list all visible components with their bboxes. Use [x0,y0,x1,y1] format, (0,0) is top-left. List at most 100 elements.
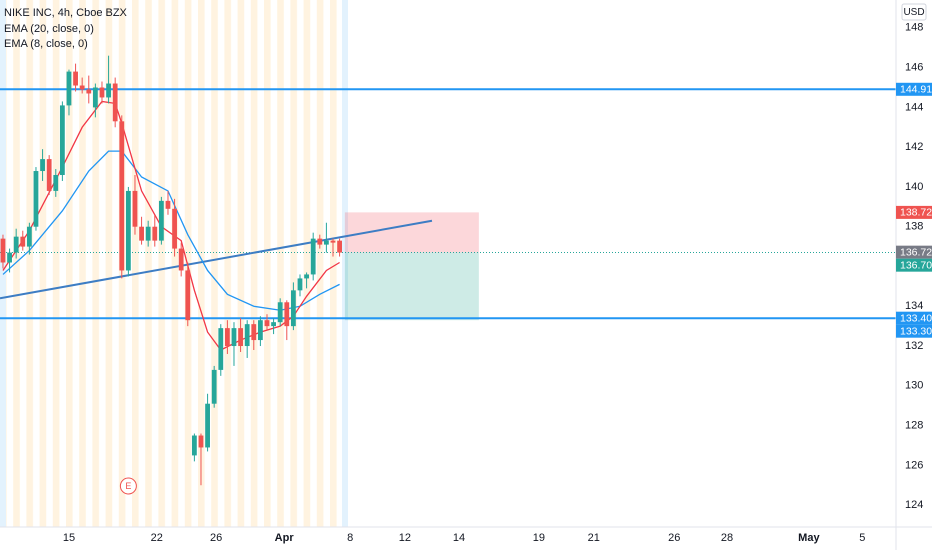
candle-body [205,403,210,448]
candle-body [264,320,270,327]
candle-body [99,87,105,98]
x-tick-label: 12 [399,532,411,544]
y-tick-label: 142 [905,141,923,153]
candle-body [165,200,171,209]
candle-body [106,83,111,98]
candle-body [284,302,290,327]
plot-area [0,55,896,486]
x-tick-label: 19 [533,532,545,544]
price-label: 136.72 [900,246,932,258]
y-tick-label: 128 [905,419,923,431]
candle-body [185,270,191,321]
price-label-box [896,245,932,259]
y-tick-label: 134 [905,300,923,312]
price-label: 144.91 [900,84,932,96]
candle-body [238,328,243,347]
candle-body [33,171,39,227]
candle-body [304,274,309,279]
x-tick-label: 26 [210,532,222,544]
candle-body [310,238,316,275]
y-tick-label: 126 [905,459,923,471]
x-tick-label: 26 [668,532,680,544]
y-tick-label: 132 [905,340,923,352]
candle-body [231,328,237,347]
candle-body [317,238,323,245]
price-label-box [896,324,932,338]
candle-body [271,322,276,327]
price-label: 138.72 [900,207,932,219]
x-tick-label: 22 [151,532,163,544]
candle-body [218,328,224,370]
candle-body [290,290,296,327]
session-background [0,0,348,527]
price-label: 133.40 [900,312,932,324]
trend-line [0,219,433,300]
y-tick-label: 130 [905,380,923,392]
candle-body [251,324,257,341]
candle-body [125,190,131,271]
x-tick-label: 28 [721,532,733,544]
candle-body [119,121,125,271]
candle-body [277,302,283,323]
candle-body [330,240,336,243]
event-label: E [125,481,131,491]
y-tick-label: 138 [905,221,923,233]
y-tick-label: 148 [905,22,923,34]
y-tick-label: 144 [905,101,923,113]
candle-body [337,240,342,253]
candle-body [0,238,6,263]
candle-body [152,226,158,241]
candle-body [297,278,303,291]
x-tick-label: 8 [347,532,353,544]
candle-body [86,89,92,94]
currency: USD [903,7,924,18]
candle-body [132,190,138,227]
legend-entry: EMA (20, close, 0) [4,23,94,35]
candle-body [323,240,329,245]
price-label: 133.30 [900,325,932,337]
candle-body [224,328,230,347]
candle-body [244,324,250,347]
candle-body [7,252,12,263]
currency-box[interactable] [901,3,927,21]
y-tick-label: 146 [905,62,923,74]
candle-body [13,236,19,253]
chart-title: NIKE INC, 4h, Cboe BZX [4,7,128,19]
event-marker[interactable] [119,477,137,495]
candle-body [172,208,177,249]
candle-body [191,435,197,456]
candle-body [40,159,45,172]
candle-body [46,159,52,191]
x-tick-label: 21 [588,532,600,544]
y-tick-label: 140 [905,181,923,193]
y-tick-label: 124 [905,499,923,511]
candle-body [26,226,32,247]
x-tick-label: May [798,532,820,544]
candle-body [79,85,85,90]
price-label-box [896,258,932,272]
legend-entry: EMA (8, close, 0) [4,38,88,50]
candle-body [53,175,59,191]
candle-body [92,87,98,108]
target-zone [344,252,479,321]
price-label-box [896,82,932,96]
candle-body [198,435,204,448]
candle-body [139,226,144,241]
candle-body [66,71,72,106]
ema-line [2,150,340,311]
session-background [342,0,348,527]
candle-body [211,369,217,404]
price-label: 136.70 [900,259,932,271]
candle-body [158,200,164,241]
candle-body [59,105,65,176]
price-label-box [896,311,932,325]
candle-body [145,226,151,241]
x-tick-label: 5 [859,532,865,544]
price-label-box [896,205,932,219]
candle-body [73,71,78,86]
candle-body [112,83,118,122]
x-tick-label: 15 [63,532,75,544]
candle-body [257,320,263,341]
x-tick-label: Apr [275,532,295,544]
